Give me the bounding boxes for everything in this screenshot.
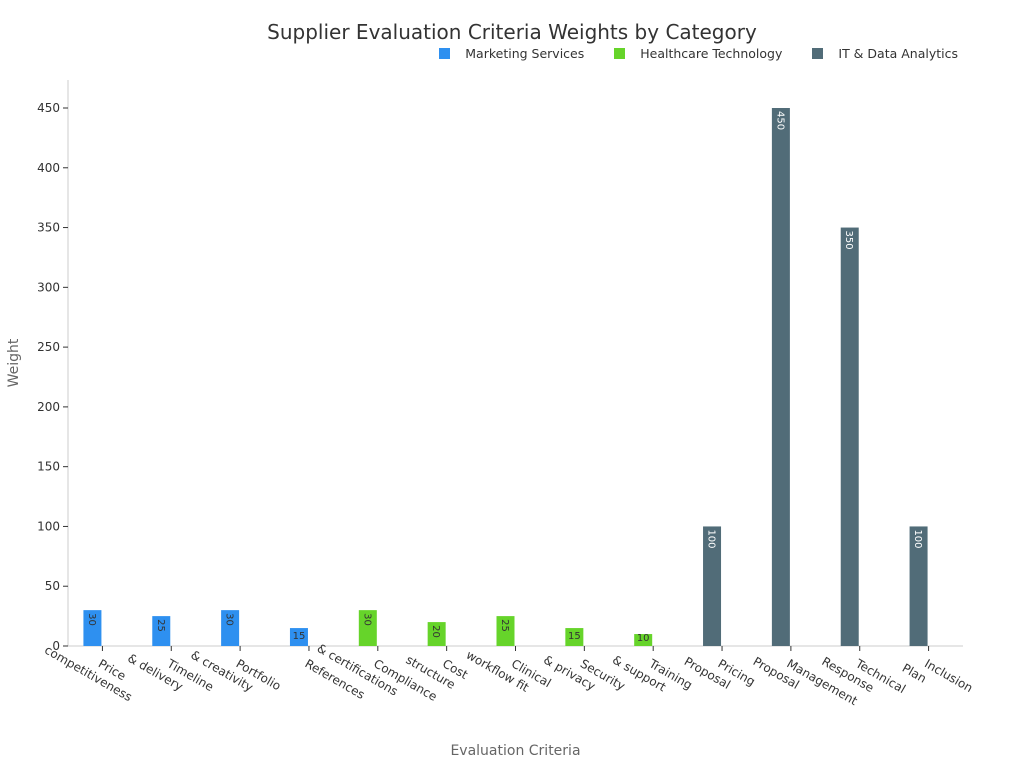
svg-text:InclusionPlan: InclusionPlan	[900, 648, 975, 708]
svg-text:ManagementProposal: ManagementProposal	[751, 641, 861, 721]
bar-value-label: 30	[224, 613, 235, 626]
y-tick-label: 300	[37, 280, 60, 294]
legend-item: Healthcare Technology	[614, 46, 782, 61]
bar-value-label: 30	[86, 613, 97, 626]
y-tick-label: 350	[37, 221, 60, 235]
legend-swatch	[439, 48, 451, 59]
y-tick-label: 150	[37, 460, 60, 474]
bars	[83, 108, 928, 647]
bar-labels: 30 25 30 15 30 20 25 15 10 100 450 350 100	[86, 111, 923, 644]
bar-value-label: 100	[912, 529, 923, 548]
y-axis-title: Weight	[6, 338, 22, 387]
bar-value-label: 450	[774, 111, 785, 130]
legend-item: Marketing Services	[439, 46, 584, 61]
bar	[221, 610, 240, 646]
bar	[289, 628, 308, 646]
x-tick-label: TechnicalResponse	[819, 641, 908, 709]
bar	[703, 526, 722, 646]
y-tick-label: 200	[37, 400, 60, 414]
bar-value-label: 15	[568, 631, 581, 642]
svg-text:Training& support: Training& support	[610, 640, 695, 706]
x-tick-label: InclusionPlan	[900, 648, 975, 708]
bar-value-label: 25	[155, 619, 166, 632]
bar-value-label: 100	[706, 529, 717, 548]
bar-value-label: 25	[499, 619, 510, 632]
x-tick-label: ManagementProposal	[751, 641, 861, 721]
bar	[909, 526, 928, 646]
x-tick-label: Timeline& delivery	[125, 638, 216, 707]
svg-text:Timeline& delivery: Timeline& delivery	[125, 638, 216, 707]
y-tick-label: 50	[45, 579, 60, 593]
bar-value-label: 15	[293, 631, 306, 642]
y-tick-label: 450	[37, 101, 60, 115]
bar-value-label: 10	[637, 633, 650, 644]
y-tick-label: 400	[37, 161, 60, 175]
legend-item: IT & Data Analytics	[812, 46, 958, 61]
svg-text:TechnicalResponse: TechnicalResponse	[819, 641, 908, 709]
axes	[67, 80, 963, 647]
svg-text:PricingProposal: PricingProposal	[682, 641, 758, 702]
bar	[496, 616, 515, 646]
legend-label: IT & Data Analytics	[838, 46, 958, 61]
x-axis-title: Evaluation Criteria	[450, 743, 580, 759]
x-tick-label: PricingProposal	[682, 641, 758, 702]
bar	[771, 108, 790, 646]
x-tick-label: Training& support	[610, 640, 695, 706]
y-tick-label: 250	[37, 340, 60, 354]
bar	[634, 634, 653, 646]
y-tick-label: 100	[37, 519, 60, 533]
bar-value-label: 20	[430, 625, 441, 638]
bar-value-label: 30	[361, 613, 372, 626]
legend-swatch	[812, 48, 824, 59]
legend: Marketing Services Healthcare Technology I…	[409, 46, 958, 61]
legend-swatch	[614, 48, 626, 59]
bar	[83, 610, 102, 646]
bar	[840, 227, 859, 647]
legend-label: Marketing Services	[465, 46, 585, 61]
legend-label: Healthcare Technology	[640, 46, 783, 61]
bar	[565, 628, 584, 646]
bar	[152, 616, 171, 646]
chart-title: Supplier Evaluation Criteria Weights by …	[267, 20, 757, 44]
y-tick-label: 0	[52, 639, 60, 653]
bar-value-label: 350	[843, 231, 854, 250]
bar	[427, 622, 446, 646]
bar	[358, 610, 377, 646]
